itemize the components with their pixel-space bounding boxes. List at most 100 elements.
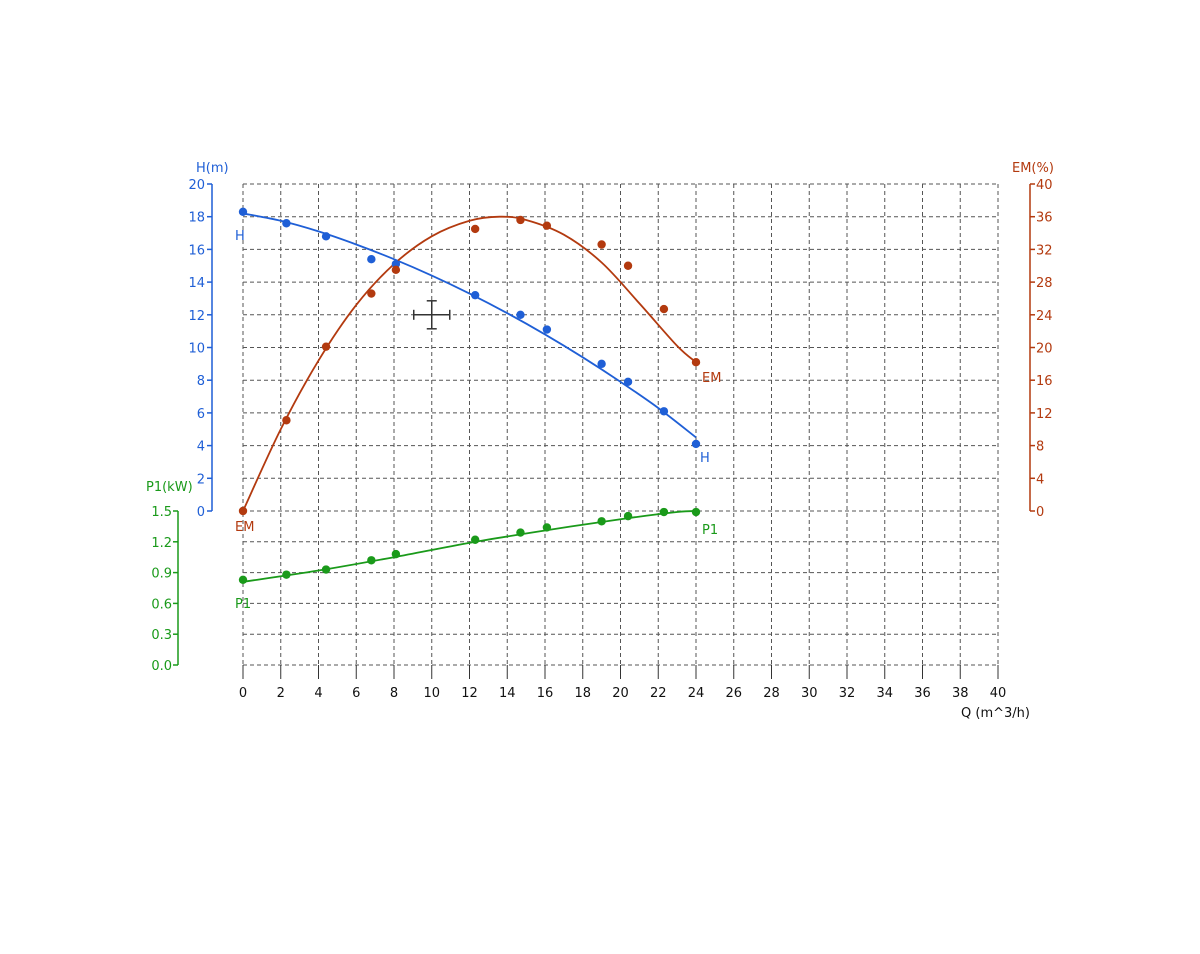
h-axis-tick-label: 16 <box>188 243 205 258</box>
data-point-p1 <box>321 565 331 574</box>
em-axis-tick-label: 20 <box>1036 342 1053 357</box>
series-label-h-start: H <box>235 229 245 244</box>
series-label-em-end: EM <box>702 371 721 386</box>
data-point-h <box>321 232 331 241</box>
series-label-h-end: H <box>700 451 710 466</box>
data-point-em <box>516 215 525 225</box>
data-point-h <box>238 207 248 216</box>
em-axis-title: EM(%) <box>1012 161 1054 176</box>
data-point-em <box>542 221 552 230</box>
data-point-h <box>659 407 669 416</box>
data-point-p1 <box>623 511 633 521</box>
x-tick-label: 22 <box>650 686 667 701</box>
x-tick-label: 40 <box>990 686 1007 701</box>
series-label-em-start: EM <box>235 520 254 535</box>
em-axis-tick-label: 4 <box>1036 472 1044 487</box>
data-point-p1 <box>516 528 525 537</box>
p1-axis-tick-label: 0.0 <box>151 659 172 674</box>
data-point-h <box>367 255 376 264</box>
data-point-h <box>470 290 480 300</box>
data-point-em <box>367 289 376 298</box>
h-axis-tick-label: 14 <box>188 276 205 291</box>
data-point-p1 <box>691 507 701 517</box>
h-axis-tick-label: 0 <box>197 505 205 520</box>
p1-axis-tick-label: 0.3 <box>151 628 172 643</box>
data-point-em <box>623 261 633 270</box>
h-axis-tick-label: 20 <box>188 178 205 193</box>
em-axis-tick-label: 0 <box>1036 505 1044 520</box>
data-point-h <box>516 310 525 319</box>
x-tick-label: 10 <box>423 686 440 701</box>
data-point-p1 <box>659 507 669 517</box>
h-axis-tick-label: 2 <box>197 472 205 487</box>
h-axis-tick-label: 8 <box>197 374 205 389</box>
points-layer <box>238 207 701 584</box>
x-tick-label: 16 <box>537 686 554 701</box>
x-tick-label: 18 <box>574 686 591 701</box>
x-tick-label: 20 <box>612 686 629 701</box>
grid-layer <box>242 183 999 666</box>
data-point-em <box>659 304 669 314</box>
x-tick-label: 24 <box>688 686 705 701</box>
h-axis-tick-label: 6 <box>197 407 205 422</box>
x-tick-label: 4 <box>314 686 322 701</box>
em-axis-tick-label: 12 <box>1036 407 1053 422</box>
x-tick-label: 0 <box>239 686 247 701</box>
axes-layer: 0 2 4 6 8 10 12 14 16 18 20 22 24 26 28 30 32 34 36 38 40Q (… <box>146 161 1054 721</box>
x-tick-label: 12 <box>461 686 478 701</box>
x-tick-label: 36 <box>914 686 931 701</box>
series-line-em <box>242 215 697 512</box>
p1-axis-tick-label: 1.2 <box>151 536 172 551</box>
crosshair-icon[interactable] <box>413 300 451 330</box>
data-point-p1 <box>470 535 480 544</box>
x-tick-label: 2 <box>277 686 285 701</box>
h-axis-title: H(m) <box>196 161 229 176</box>
x-tick-label: 8 <box>390 686 398 701</box>
data-point-em <box>691 358 701 367</box>
x-tick-label: 32 <box>839 686 856 701</box>
em-axis-tick-label: 32 <box>1036 243 1053 258</box>
p1-axis-tick-label: 1.5 <box>151 505 172 520</box>
series-label-p1-start: P1 <box>235 597 251 612</box>
data-point-em <box>282 416 291 425</box>
h-axis-tick-label: 12 <box>188 309 205 324</box>
em-axis-tick-label: 36 <box>1036 211 1053 226</box>
data-point-p1 <box>282 570 291 579</box>
x-tick-label: 28 <box>763 686 780 701</box>
data-point-em <box>391 265 401 275</box>
data-point-p1 <box>391 549 401 559</box>
em-axis-tick-label: 24 <box>1036 309 1053 324</box>
x-tick-label: 14 <box>499 686 516 701</box>
p1-axis-tick-label: 0.6 <box>151 597 172 612</box>
em-axis-tick-label: 16 <box>1036 374 1053 389</box>
data-point-p1 <box>542 523 552 532</box>
labels-layer: H H EM EM P1 P1 <box>235 229 721 612</box>
x-tick-label: 34 <box>876 686 893 701</box>
data-point-h <box>691 439 701 449</box>
data-point-h <box>542 325 552 334</box>
x-tick-label: 26 <box>725 686 742 701</box>
em-axis-tick-label: 28 <box>1036 276 1053 291</box>
series-line-h <box>242 212 697 439</box>
data-point-h <box>597 359 606 369</box>
data-point-p1 <box>597 517 606 526</box>
p1-axis-title: P1(kW) <box>146 480 193 495</box>
data-point-em <box>238 506 248 516</box>
h-axis-tick-label: 18 <box>188 211 205 226</box>
data-point-p1 <box>238 575 248 584</box>
em-axis-tick-label: 8 <box>1036 440 1044 455</box>
h-axis-tick-label: 4 <box>197 440 205 455</box>
x-axis-title: Q (m^3/h) <box>961 706 1030 721</box>
x-tick-label: 30 <box>801 686 818 701</box>
data-point-h <box>282 219 291 228</box>
data-point-em <box>321 342 331 351</box>
data-point-p1 <box>367 556 376 565</box>
p1-axis-tick-label: 0.9 <box>151 567 172 582</box>
x-tick-label: 6 <box>352 686 360 701</box>
h-axis-tick-label: 10 <box>188 342 205 357</box>
data-point-em <box>470 224 480 234</box>
em-axis-tick-label: 40 <box>1036 178 1053 193</box>
data-point-em <box>597 240 606 249</box>
